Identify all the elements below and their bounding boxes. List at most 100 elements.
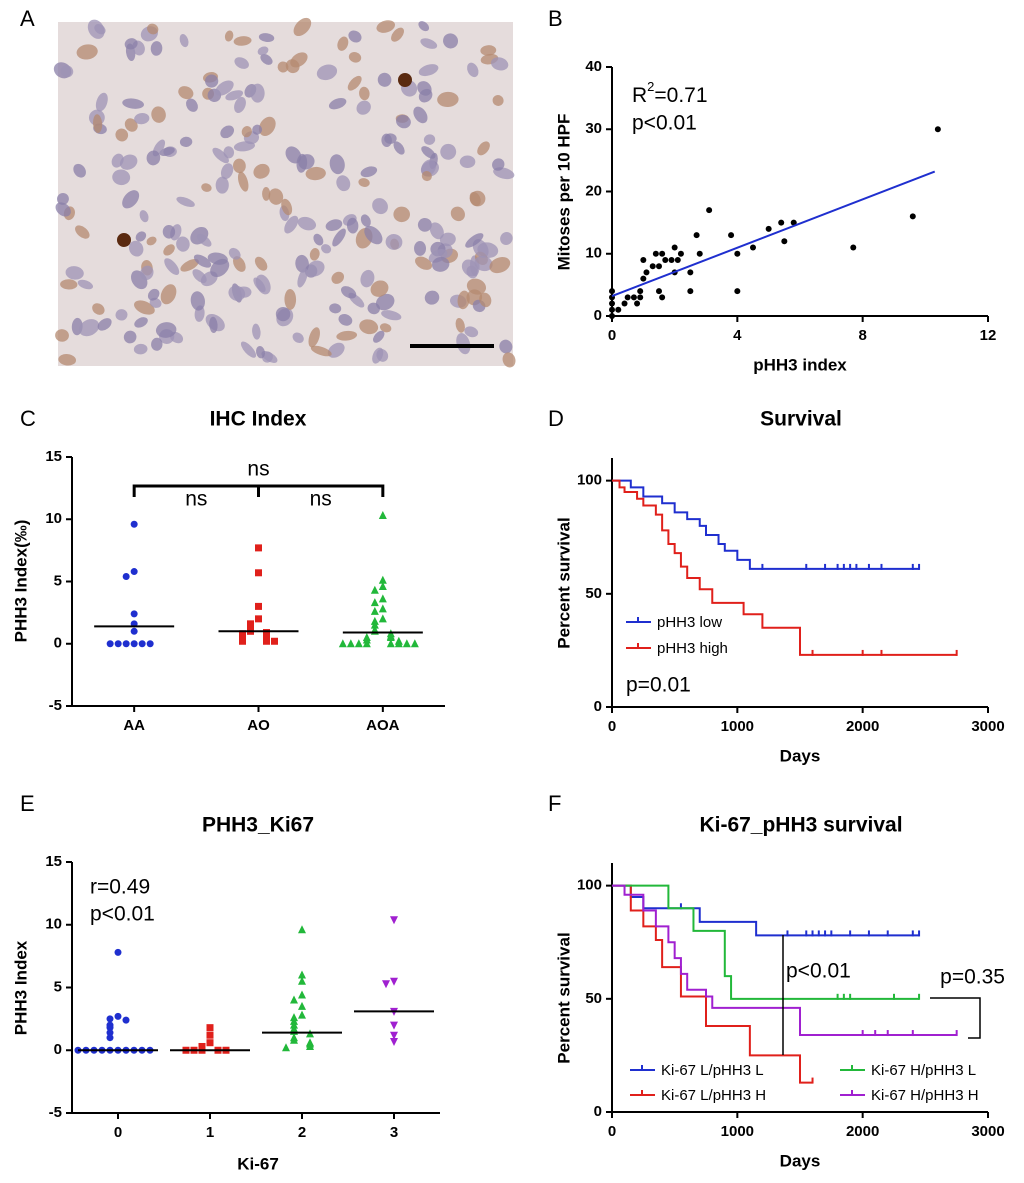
- nucleus: [293, 17, 312, 37]
- data-point: [122, 1016, 130, 1024]
- data-point: [298, 925, 306, 934]
- nucleus: [465, 233, 484, 248]
- nucleus: [162, 224, 176, 239]
- nucleus: [60, 279, 78, 290]
- scatter-point: [696, 250, 703, 257]
- nucleus: [381, 133, 392, 147]
- nucleus: [128, 240, 144, 257]
- nucleus: [124, 118, 138, 132]
- x-axis-label: Days: [780, 746, 821, 765]
- nucleus: [418, 64, 439, 77]
- data-point: [255, 602, 262, 610]
- nucleus: [147, 288, 160, 301]
- nucleus: [58, 354, 77, 366]
- nucleus: [417, 217, 432, 232]
- nucleus: [418, 21, 430, 32]
- data-point: [282, 1043, 290, 1052]
- nucleus: [140, 265, 154, 281]
- nucleus: [297, 216, 317, 231]
- y-tick-label: 5: [54, 978, 62, 995]
- chart-title: IHC Index: [210, 408, 307, 431]
- nucleus: [147, 23, 159, 35]
- nucleus: [190, 291, 205, 311]
- nucleus: [150, 41, 163, 56]
- x-tick-label: AA: [123, 717, 145, 734]
- scatter-point: [706, 207, 713, 214]
- data-point: [378, 594, 387, 603]
- nucleus: [328, 98, 347, 110]
- nucleus: [413, 106, 428, 124]
- nucleus: [347, 75, 362, 91]
- nucleus: [308, 327, 320, 348]
- scatter-point: [609, 313, 615, 319]
- x-tick-label: 4: [733, 327, 742, 344]
- y-tick-label: 0: [54, 1041, 62, 1058]
- stat-superscript: 2: [647, 79, 654, 94]
- nucleus: [250, 83, 265, 103]
- data-point: [390, 916, 398, 925]
- nucleus: [313, 233, 324, 246]
- x-tick-label: 12: [980, 327, 997, 344]
- nucleus: [224, 30, 234, 42]
- nucleus: [360, 269, 375, 288]
- x-axis-label: pHH3 index: [753, 355, 847, 374]
- nucleus: [281, 198, 293, 216]
- nucleus: [176, 236, 190, 252]
- y-tick-label: 0: [594, 698, 602, 715]
- data-point: [298, 976, 306, 985]
- data-point: [298, 990, 306, 999]
- data-point: [298, 1001, 306, 1010]
- scatter-point: [652, 250, 659, 257]
- data-point: [370, 598, 379, 607]
- data-point: [122, 573, 130, 581]
- panel-label: F: [548, 791, 561, 816]
- nucleus: [370, 280, 389, 297]
- panel-label: B: [548, 6, 563, 31]
- legend-label: Ki-67 H/pHH3 H: [871, 1087, 979, 1104]
- nucleus: [327, 342, 345, 358]
- data-point: [354, 639, 363, 648]
- scatter-point: [662, 256, 669, 263]
- nucleus: [193, 254, 212, 268]
- nucleus: [290, 52, 308, 68]
- y-axis-label: Percent survival: [554, 517, 573, 648]
- nucleus: [60, 65, 74, 78]
- scatter-point: [781, 238, 788, 245]
- nucleus: [417, 81, 432, 96]
- nucleus: [492, 95, 504, 106]
- data-point: [114, 948, 122, 956]
- y-tick-label: 50: [585, 585, 602, 602]
- significance-bracket: [132, 484, 385, 497]
- nucleus: [75, 225, 90, 239]
- nucleus: [466, 265, 478, 279]
- nucleus: [215, 176, 229, 194]
- nucleus: [163, 244, 175, 256]
- data-point: [130, 520, 138, 528]
- x-tick-label: 0: [608, 718, 616, 735]
- y-tick-label: 0: [594, 307, 602, 324]
- nucleus: [228, 285, 246, 301]
- data-point: [362, 639, 371, 648]
- nucleus: [234, 96, 246, 113]
- x-tick-label: 3000: [971, 718, 1004, 735]
- y-tick-label: 5: [54, 572, 62, 589]
- data-point: [130, 568, 138, 576]
- annotation: ns: [247, 458, 269, 481]
- nucleus: [139, 210, 149, 223]
- x-tick-label: 1000: [721, 718, 754, 735]
- data-point: [138, 640, 146, 648]
- fit-line: [611, 170, 936, 298]
- nucleus: [356, 100, 371, 115]
- panel-label: C: [20, 406, 36, 431]
- nucleus: [258, 116, 276, 136]
- nucleus: [56, 192, 69, 205]
- nucleus: [95, 92, 108, 112]
- x-tick-label: 0: [114, 1124, 122, 1141]
- legend-label: Ki-67 L/pHH3 H: [661, 1087, 766, 1104]
- x-tick-label: 3: [390, 1124, 398, 1141]
- data-point: [370, 585, 379, 594]
- data-point: [290, 1035, 298, 1044]
- scatter-point: [609, 306, 615, 313]
- panel-label: D: [548, 406, 564, 431]
